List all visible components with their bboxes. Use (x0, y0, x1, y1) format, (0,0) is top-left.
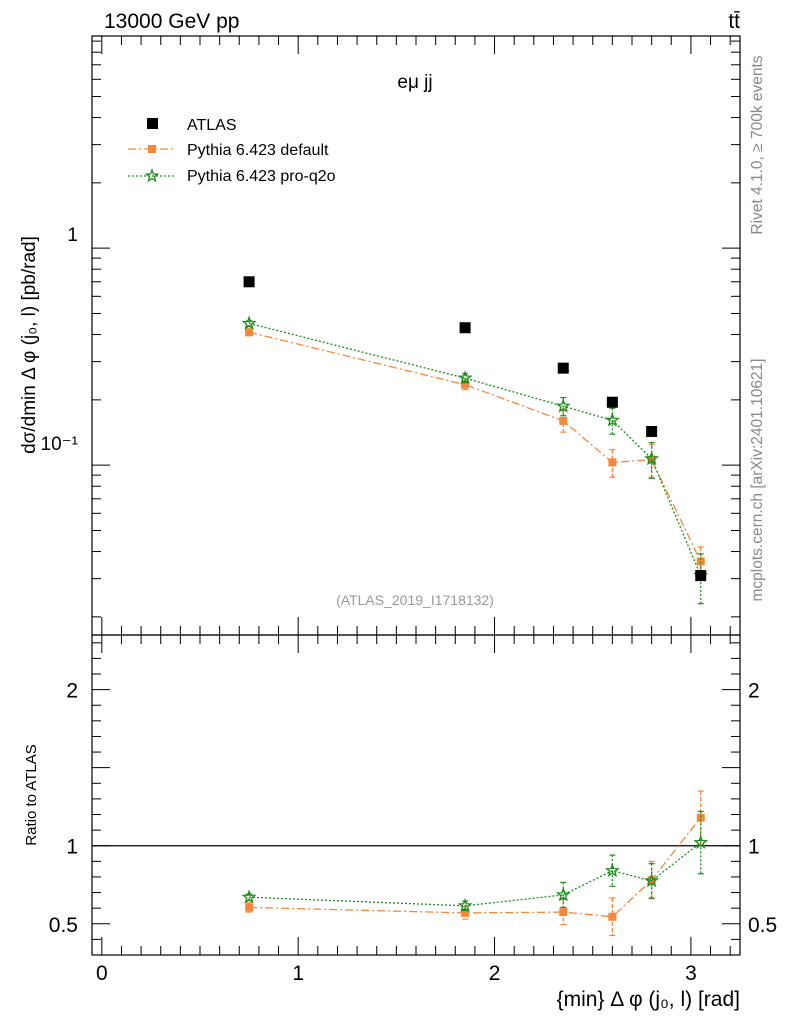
main-panel: eμ jj (ATLAS_2019_I1718132) dσ/dmin Δ φ … (19, 35, 741, 636)
ratio-y-tick-label-left: 1 (66, 836, 78, 859)
main-series (241, 276, 709, 605)
data-point (559, 908, 568, 917)
series-line (248, 322, 702, 576)
main-ticks (92, 36, 740, 635)
series-line (249, 817, 702, 918)
x-axis-label: {min} Δ φ (j₀, l) [rad] (557, 988, 740, 1011)
series-atlas (243, 276, 707, 582)
ratio-y-tick-label-left: 2 (66, 680, 78, 703)
source-label: mcplots.cern.ch [arXiv:2401.10621] (749, 359, 766, 602)
data-point (459, 322, 471, 334)
series-line (249, 842, 702, 907)
data-point (241, 889, 257, 904)
series-pythia-6-423-pro-q2o (241, 810, 709, 913)
legend-marker-default (148, 145, 156, 153)
data-point (604, 412, 620, 427)
data-point (693, 834, 709, 849)
x-tick-label: 1 (292, 962, 304, 985)
channel-label: eμ jj (397, 72, 432, 93)
y-tick-label-0.1: 10⁻¹ (41, 434, 79, 455)
x-tick-label: 0 (96, 962, 108, 985)
legend-label-atlas: ATLAS (187, 117, 237, 134)
data-point (644, 872, 660, 888)
data-point (604, 862, 620, 878)
legend-marker-proq2o (144, 168, 160, 183)
ratio-y-tick-label-right: 2 (748, 680, 760, 703)
data-point (606, 396, 618, 408)
series-line (248, 331, 702, 562)
data-point (696, 813, 705, 822)
data-point (461, 908, 470, 917)
legend-marker-atlas (147, 118, 158, 129)
series-pythia-6-423-default (245, 790, 705, 937)
analysis-watermark: (ATLAS_2019_I1718132) (336, 592, 494, 608)
data-point (696, 557, 705, 566)
ratio-y-tick-label-right: 0.5 (748, 914, 777, 937)
data-point (457, 370, 473, 385)
data-point (555, 887, 571, 902)
ratio-y-tick-label-left: 0.5 (49, 914, 78, 937)
ratio-series (241, 790, 709, 937)
data-point (243, 276, 255, 288)
legend-entry-atlas: ATLAS (147, 117, 237, 134)
data-point (241, 315, 257, 330)
data-point (457, 897, 473, 913)
legend-entry-default: Pythia 6.423 default (128, 142, 329, 159)
x-tick-label: 3 (685, 962, 697, 985)
data-point (557, 362, 569, 374)
ratio-y-tick-label-right: 1 (748, 836, 760, 859)
data-point (646, 425, 658, 437)
x-tick-label: 2 (489, 962, 501, 985)
series-pythia-6-423-default (245, 328, 705, 580)
ratio-frame (91, 634, 741, 956)
process-label: tt̄ (728, 10, 740, 33)
data-point (555, 398, 571, 413)
data-point (695, 570, 707, 582)
rivet-label: Rivet 4.1.0, ≥ 700k events (749, 55, 766, 234)
data-point (245, 903, 254, 912)
legend-label-proq2o: Pythia 6.423 pro-q2o (187, 168, 336, 185)
main-y-axis-label: dσ/dmin Δ φ (j₀, l) [pb/rad] (19, 236, 40, 454)
data-point (245, 328, 254, 337)
legend: ATLAS Pythia 6.423 default Pythia 6.423 … (128, 117, 336, 185)
legend-entry-proq2o: Pythia 6.423 pro-q2o (128, 168, 336, 185)
series-pythia-6-423-pro-q2o (241, 315, 709, 605)
y-tick-label-1: 1 (67, 225, 78, 246)
data-point (644, 450, 660, 466)
data-point (608, 458, 617, 467)
energy-label: 13000 GeV pp (104, 10, 239, 33)
ratio-tick-labels: 0.5 0.5 1 1 2 2 0 1 2 3 (49, 680, 777, 985)
ratio-panel: Ratio to ATLAS {min} Δ φ (j₀, l) [rad] 0… (23, 634, 777, 1011)
data-point (559, 416, 568, 425)
legend-label-default: Pythia 6.423 default (187, 142, 329, 159)
data-point (461, 380, 470, 389)
data-point (608, 912, 617, 921)
ratio-ticks (92, 635, 740, 956)
ratio-y-axis-label: Ratio to ATLAS (23, 744, 40, 845)
